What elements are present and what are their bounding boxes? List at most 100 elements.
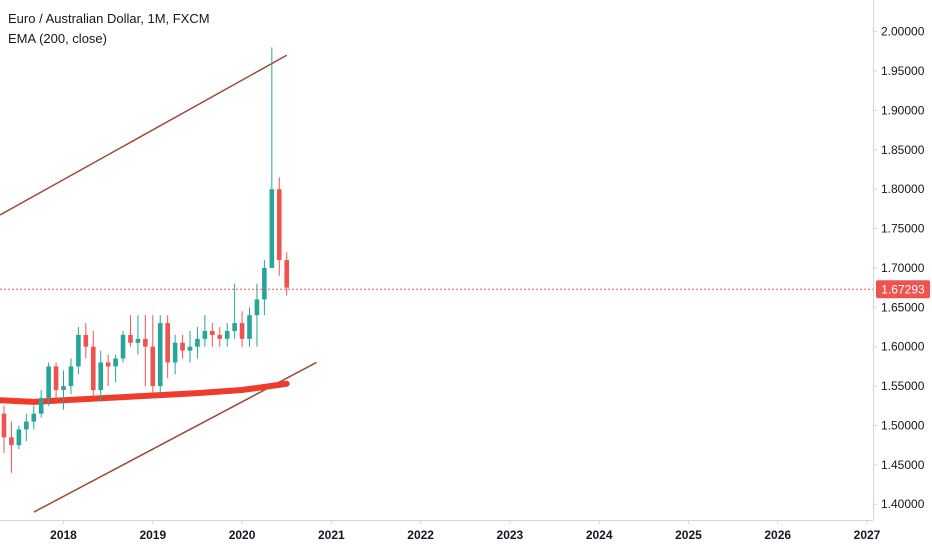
candle[interactable] xyxy=(98,350,104,402)
y-tick-label: 1.70000 xyxy=(881,261,925,275)
candle[interactable] xyxy=(31,405,37,430)
candle-body xyxy=(53,366,59,391)
candle[interactable] xyxy=(239,311,245,347)
candle[interactable] xyxy=(61,370,66,410)
candle[interactable] xyxy=(276,177,282,276)
candle[interactable] xyxy=(38,390,44,418)
candle[interactable] xyxy=(24,413,29,442)
candle[interactable] xyxy=(76,327,81,375)
candle-body xyxy=(195,338,200,347)
last-price-layer: 1.67293 xyxy=(0,280,930,299)
x-tick-label: 2025 xyxy=(675,528,702,542)
candle-body xyxy=(187,346,193,351)
candle-body xyxy=(239,323,245,339)
candle[interactable] xyxy=(53,362,59,402)
y-tick-label: 2.00000 xyxy=(881,25,925,39)
candle-body xyxy=(31,413,37,422)
candle[interactable] xyxy=(262,260,267,316)
candle-body xyxy=(98,362,104,391)
candle[interactable] xyxy=(254,283,260,347)
candle-body xyxy=(157,323,163,387)
x-tick-label: 2021 xyxy=(318,528,345,542)
candle[interactable] xyxy=(224,323,230,347)
candle[interactable] xyxy=(143,315,148,387)
candle-body xyxy=(46,366,51,398)
candle[interactable] xyxy=(217,327,223,347)
candle-body xyxy=(150,346,156,387)
candle-body xyxy=(1,413,7,438)
y-tick-label: 1.60000 xyxy=(881,340,925,354)
candle[interactable] xyxy=(172,334,178,375)
candle-body xyxy=(143,338,148,347)
candle-body xyxy=(76,334,81,367)
candle-body xyxy=(105,362,111,367)
trendline-upper[interactable] xyxy=(0,54,288,216)
candle[interactable] xyxy=(120,330,126,363)
candle-body xyxy=(16,429,22,446)
x-tick-label: 2026 xyxy=(764,528,791,542)
candle[interactable] xyxy=(68,358,74,394)
candle[interactable] xyxy=(105,354,111,387)
candle[interactable] xyxy=(16,425,22,450)
candle-body xyxy=(90,346,96,391)
y-tick-label: 1.75000 xyxy=(881,222,925,236)
y-tick-label: 1.85000 xyxy=(881,143,925,157)
candle-body xyxy=(217,334,223,339)
candle[interactable] xyxy=(165,315,170,379)
x-tick-label: 2024 xyxy=(586,528,613,542)
candle-body xyxy=(269,189,275,268)
candle[interactable] xyxy=(128,315,133,347)
y-tick-label: 1.50000 xyxy=(881,418,925,432)
candle[interactable] xyxy=(9,421,14,473)
candle-body xyxy=(120,334,126,359)
candle-body xyxy=(83,334,89,347)
x-tick-label: 2027 xyxy=(854,528,881,542)
candle[interactable] xyxy=(135,315,141,355)
candle[interactable] xyxy=(247,307,252,347)
candle[interactable] xyxy=(113,354,118,383)
candle[interactable] xyxy=(1,405,7,454)
y-tick-label: 1.40000 xyxy=(881,497,925,511)
y-tick-label: 1.55000 xyxy=(881,379,925,393)
candle-body xyxy=(9,437,14,446)
legend-title: Euro / Australian Dollar, 1M, FXCM xyxy=(8,11,210,26)
candle-body xyxy=(61,386,66,391)
ema-layer xyxy=(0,380,290,405)
x-tick-label: 2018 xyxy=(50,528,77,542)
candle-body xyxy=(224,330,230,339)
candle-layer xyxy=(1,47,290,473)
candle[interactable] xyxy=(157,315,163,394)
candle[interactable] xyxy=(195,327,200,359)
legend-indicator: EMA (200, close) xyxy=(8,31,107,46)
candle-body xyxy=(165,323,170,363)
candle-body xyxy=(113,358,118,367)
candle-body xyxy=(262,267,267,300)
y-tick-label: 1.95000 xyxy=(881,64,925,78)
candle-body xyxy=(232,323,237,331)
y-tick-label: 1.90000 xyxy=(881,103,925,117)
candle[interactable] xyxy=(46,362,51,406)
candle[interactable] xyxy=(269,47,275,268)
candle[interactable] xyxy=(232,283,237,339)
y-tick-label: 1.80000 xyxy=(881,182,925,196)
last-price-label: 1.67293 xyxy=(881,282,925,296)
x-tick-label: 2022 xyxy=(407,528,434,542)
candle[interactable] xyxy=(90,330,96,398)
candle-body xyxy=(24,421,29,430)
candle[interactable] xyxy=(187,330,193,363)
candle-body xyxy=(38,397,44,414)
candle[interactable] xyxy=(202,315,208,347)
candle[interactable] xyxy=(210,323,215,347)
last-price-badge xyxy=(876,280,930,299)
candle-body xyxy=(284,260,290,288)
candle-body xyxy=(128,334,133,343)
candle-body xyxy=(202,330,208,339)
x-tick-label: 2020 xyxy=(229,528,256,542)
ema-line[interactable] xyxy=(0,380,290,405)
candle[interactable] xyxy=(150,315,156,394)
candle[interactable] xyxy=(180,334,185,359)
candle[interactable] xyxy=(83,323,89,359)
candle-body xyxy=(68,366,74,387)
candle[interactable] xyxy=(284,252,290,296)
